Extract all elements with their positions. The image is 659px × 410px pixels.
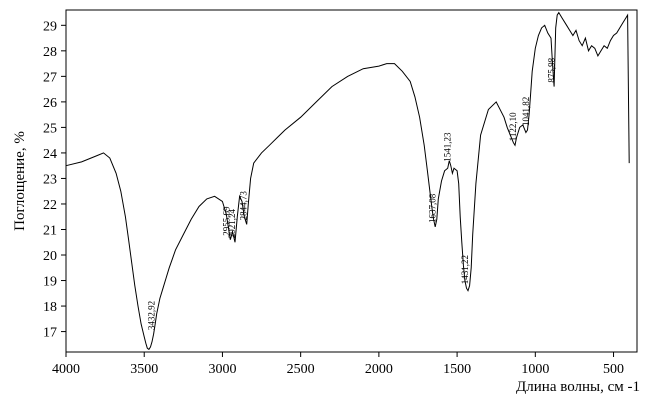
y-tick-label: 28 [43,45,57,60]
y-tick-label: 29 [43,19,57,34]
x-axis-title: Длина волны, см -1 [516,379,640,395]
spectrum-line [65,11,630,351]
peak-label: 2955,69 [221,206,231,236]
peak-label: 1637,08 [428,193,438,223]
peak-label: 1122,10 [508,112,518,141]
y-tick-label: 26 [43,96,57,111]
y-tick-label: 21 [43,223,57,238]
y-tick-label: 25 [43,121,57,136]
x-tick-label: 4000 [52,362,80,377]
y-tick-label: 22 [43,198,57,213]
y-axis: 17 18 19 20 21 22 23 24 25 26 27 28 29 [43,19,66,341]
y-tick-label: 18 [43,300,57,315]
y-tick-label: 17 [43,326,57,341]
y-tick-label: 23 [43,172,57,187]
y-tick-label: 19 [43,275,57,290]
x-tick-label: 3000 [208,362,236,377]
y-axis-title: Поглощение, % [12,131,28,231]
x-tick-label: 2500 [287,362,315,377]
x-tick-label: 1500 [443,362,471,377]
y-tick-label: 27 [43,70,57,85]
x-tick-label: 3500 [130,362,158,377]
plot-frame [65,9,638,353]
peak-label: 1431,22 [460,255,470,284]
y-tick-label: 20 [43,249,57,264]
peak-label: 3432,92 [147,301,157,330]
peak-label: 1041,82 [521,97,531,126]
peak-label: 1541,23 [443,132,453,162]
y-tick-label: 24 [43,147,57,162]
x-tick-label: 500 [603,362,624,377]
x-axis: 4000 3500 3000 2500 2000 1500 1000 500 [52,352,624,377]
x-tick-label: 2000 [365,362,393,377]
peak-label: 2844,73 [239,191,249,221]
x-tick-label: 1000 [521,362,549,377]
peak-label: 2921,24 [227,209,237,239]
peak-label: 875,98 [547,57,557,82]
